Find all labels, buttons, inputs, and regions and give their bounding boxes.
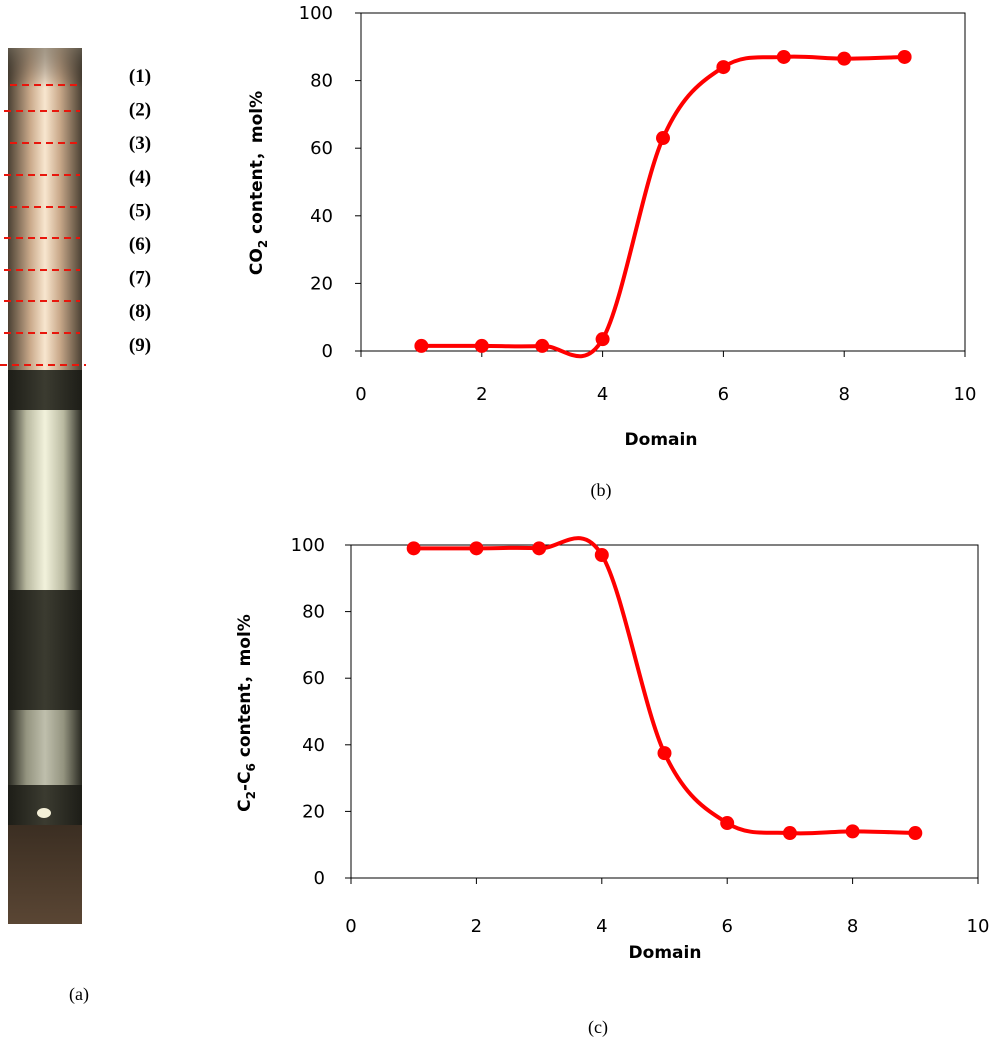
data-point [594,547,609,562]
chart-b-axes [355,12,966,357]
x-tick-label: 4 [597,384,608,405]
chart-c-ylabel-sub: 2 [244,791,258,799]
data-point [716,60,731,75]
domain-label: (8) [129,301,151,322]
x-tick-label: 0 [345,916,356,937]
data-point [656,131,670,146]
y-tick-label: 40 [302,735,325,756]
x-tick-label: 2 [476,384,487,405]
chart-c-axes [345,544,979,884]
chart-c-y-axis-title: C2-C6 content，mol% [235,614,258,812]
y-tick-label: 40 [310,206,333,227]
domain-label: (3) [129,133,151,154]
y-tick-label: 20 [302,801,325,822]
panel-b-label: (b) [591,480,612,501]
data-point [897,49,912,64]
tube-photo [8,48,82,924]
data-point [406,541,421,556]
tube-glow-section [8,48,82,370]
x-tick-label: 10 [954,384,977,405]
tube-top-shade [8,48,82,88]
panel-c-label: (c) [588,1017,608,1038]
data-point [535,338,550,353]
tube-dark-band-3 [8,785,82,825]
chart-c-ylabel-main: C [235,799,255,811]
chart-c-ylabel-rest: content，mol% [235,614,255,763]
y-tick-label: 80 [302,602,325,623]
x-tick-label: 4 [596,916,607,937]
domain-label: (1) [129,66,151,87]
data-point [469,541,484,556]
domain-label: (4) [129,167,151,188]
chart-c-ylabel-sub2: 6 [244,763,258,771]
tube-bottom-section [8,825,82,924]
domain-label: (6) [129,234,151,255]
y-tick-label: 60 [310,138,333,159]
y-tick-label: 100 [299,3,333,24]
x-tick-label: 6 [721,916,732,937]
domain-label: (2) [129,100,151,121]
data-point [414,338,429,353]
data-point [532,541,547,556]
tube-dark-band-1 [8,370,82,410]
chart-b-ylabel-rest: content，mol% [247,91,267,240]
chart-b-points [414,49,912,353]
domain-markers: (1) (2) (3) (4) (5) (6) (7) (8) (9) [0,66,151,366]
x-tick-label: 0 [355,384,366,405]
tube-silver-section-1 [8,410,82,590]
chart-b-x-axis-title: Domain [625,430,698,450]
tube-silver-section-2 [8,710,82,785]
y-tick-label: 100 [291,535,325,556]
chart-b-ylabel-sub: 2 [256,240,270,248]
x-tick-label: 6 [718,384,729,405]
tube-bright-spot [37,808,51,818]
data-point [908,826,923,841]
x-tick-label: 10 [967,916,990,937]
data-point [595,332,610,347]
y-tick-label: 0 [314,868,325,889]
data-point [845,824,860,839]
x-tick-label: 2 [471,916,482,937]
tube-dark-band-2 [8,590,82,710]
chart-b-series-line [421,54,905,359]
x-tick-label: 8 [838,384,849,405]
panel-a-label: (a) [69,984,89,1005]
data-point [782,826,797,841]
domain-label: (7) [129,268,151,289]
plot-frame [350,544,979,879]
plot-frame [360,12,966,352]
domain-label: (9) [129,335,151,356]
chart-b-y-axis-title: CO2 content，mol% [247,91,270,275]
data-point [474,338,489,353]
data-point [776,49,791,64]
x-tick-label: 8 [847,916,858,937]
y-tick-label: 80 [310,71,333,92]
chart-c-points [406,541,923,841]
domain-label: (5) [129,200,151,221]
chart-c-ylabel-mid: -C [235,771,255,791]
chart-b-ylabel-main: CO [247,248,267,275]
chart-c-series-line [413,536,916,836]
chart-c-x-axis-title: Domain [629,943,702,963]
y-tick-label: 0 [322,341,333,362]
y-tick-label: 60 [302,668,325,689]
y-tick-label: 20 [310,273,333,294]
data-point [720,816,735,831]
data-point [837,51,852,66]
data-point [657,746,672,761]
